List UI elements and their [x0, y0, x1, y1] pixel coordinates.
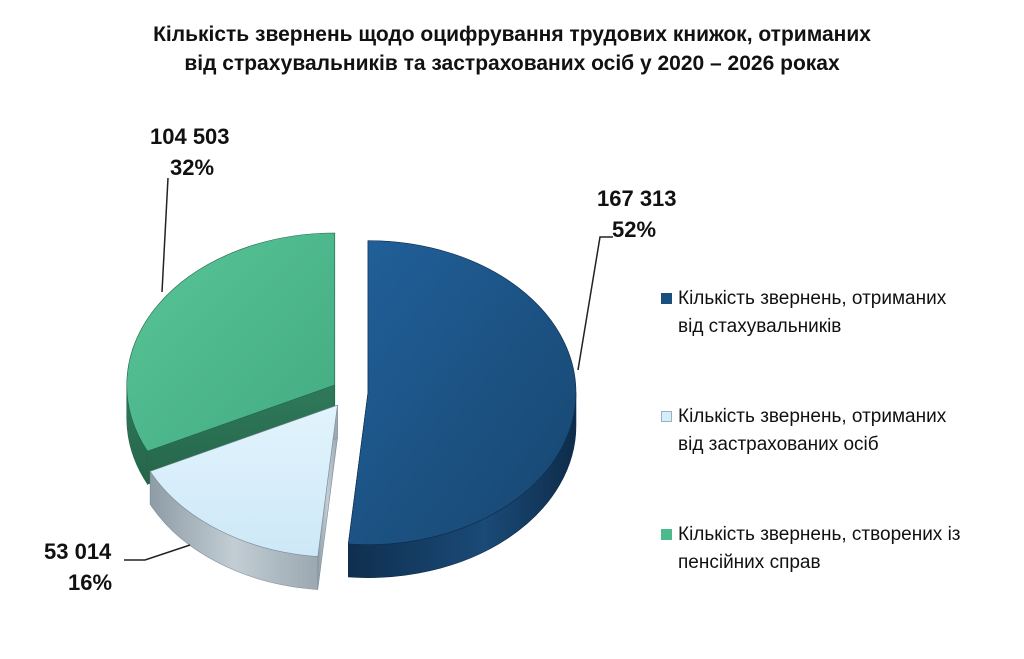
legend-item-3: Кількість звернень, створених із пенсійн… [661, 521, 1021, 577]
legend-label-3-line-2: пенсійних справ [678, 552, 821, 573]
leader-line-3 [161, 177, 169, 293]
legend-label-1-line-1: Кількість звернень, отриманих [678, 288, 947, 309]
chart-title-line-2: від страхувальників та застрахованих осі… [184, 52, 840, 75]
data-label-3: 104 503 32% [150, 121, 230, 183]
data-label-1-value: 167 313 [597, 186, 677, 211]
leader-line-1 [577, 236, 613, 371]
legend-label-2-line-2: від застрахованих осіб [678, 434, 879, 455]
chart-title-line-1: Кількість звернень щодо оцифрування труд… [153, 23, 871, 46]
slice-2-top [149, 404, 338, 557]
data-label-2-percent: 16% [68, 570, 113, 595]
legend-item-1: Кількість звернень, отриманих від стахув… [661, 285, 1021, 341]
legend-label-2-line-1: Кількість звернень, отриманих [678, 406, 947, 427]
slice-1-top [347, 240, 577, 545]
data-label-3-value: 104 503 [150, 124, 230, 149]
data-label-3-percent: 32% [170, 155, 215, 180]
legend-label-1-line-2: від стахувальників [678, 316, 842, 337]
data-label-1: 167 313 52% [597, 183, 677, 245]
data-label-2: 53 014 16% [44, 536, 112, 598]
chart-title: Кількість звернень щодо оцифрування труд… [0, 20, 1024, 78]
legend-swatch-1 [661, 293, 672, 304]
leader-line-2 [124, 544, 191, 561]
slice-3-top [126, 232, 336, 452]
legend-item-2: Кількість звернень, отриманих від застра… [661, 403, 1021, 459]
legend-swatch-3 [661, 529, 672, 540]
legend-label-3-line-1: Кількість звернень, створених із [678, 524, 961, 545]
data-label-2-value: 53 014 [44, 539, 112, 564]
data-label-1-percent: 52% [612, 217, 657, 242]
legend-swatch-2 [661, 411, 672, 422]
